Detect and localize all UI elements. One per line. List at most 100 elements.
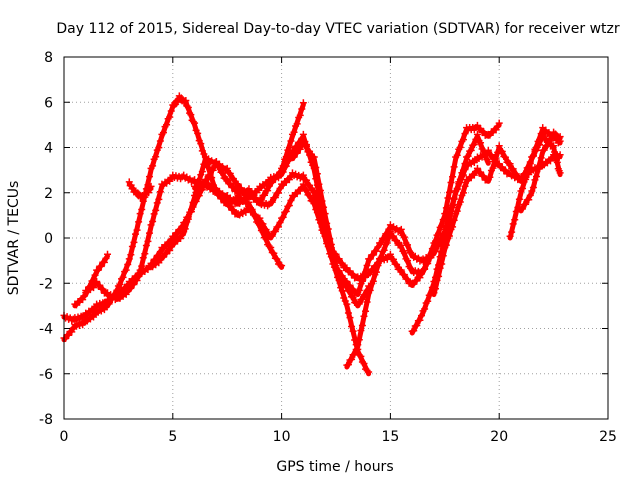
- data-point-marker: [487, 151, 495, 159]
- data-point-marker: [461, 165, 469, 173]
- data-point-marker: [102, 254, 110, 262]
- data-point-marker: [268, 248, 276, 256]
- x-tick-label: 0: [60, 429, 69, 445]
- data-point-marker: [274, 189, 282, 197]
- data-point-marker: [226, 169, 234, 177]
- data-point-marker: [208, 183, 216, 191]
- data-point-marker: [495, 142, 503, 150]
- data-point-marker: [80, 292, 88, 300]
- data-point-marker: [304, 191, 312, 199]
- data-point-marker: [463, 153, 471, 161]
- data-point-marker: [438, 260, 446, 268]
- data-point-marker: [400, 249, 408, 257]
- data-point-marker: [480, 172, 488, 180]
- data-point-marker: [355, 286, 363, 294]
- data-point-marker: [416, 316, 424, 324]
- grid-lines: [64, 57, 608, 419]
- series-sat-k: [517, 128, 564, 214]
- data-point-marker: [229, 183, 237, 191]
- data-point-marker: [149, 217, 157, 225]
- data-point-marker: [533, 172, 541, 180]
- data-point-marker: [313, 209, 321, 217]
- data-point-marker: [245, 185, 253, 193]
- data-point-marker: [152, 153, 160, 161]
- data-point-marker: [397, 241, 405, 249]
- data-point-marker: [473, 121, 481, 129]
- data-point-marker: [351, 299, 359, 307]
- data-point-marker: [88, 277, 96, 285]
- data-point-marker: [477, 125, 485, 133]
- data-point-marker: [536, 136, 544, 144]
- data-point-marker: [376, 255, 384, 263]
- series-sat-c: [82, 130, 373, 309]
- x-axis-label: GPS time / hours: [276, 459, 393, 475]
- data-point-marker: [360, 312, 368, 320]
- data-point-marker: [390, 255, 398, 263]
- data-point-marker: [217, 168, 225, 176]
- data-point-marker: [385, 233, 393, 241]
- data-point-marker: [302, 142, 310, 150]
- data-point-marker: [167, 107, 175, 115]
- data-point-marker: [551, 150, 559, 158]
- data-point-marker: [546, 137, 554, 145]
- data-point-marker: [444, 194, 452, 202]
- data-point-marker: [497, 147, 505, 155]
- data-point-marker: [509, 220, 517, 228]
- data-point-marker: [522, 175, 530, 183]
- data-point-marker: [383, 239, 391, 247]
- data-point-marker: [155, 195, 163, 203]
- data-point-marker: [229, 175, 237, 183]
- data-point-marker: [156, 188, 164, 196]
- data-point-marker: [338, 272, 346, 280]
- data-point-marker: [91, 271, 99, 279]
- y-axis-label: SDTVAR / TECUs: [6, 181, 22, 296]
- data-point-marker: [220, 174, 228, 182]
- data-point-marker: [338, 259, 346, 267]
- data-point-marker: [152, 206, 160, 214]
- data-point-marker: [486, 173, 494, 181]
- data-point-marker: [501, 153, 509, 161]
- data-point-marker: [505, 159, 513, 167]
- data-point-marker: [223, 176, 231, 184]
- data-point-marker: [417, 312, 425, 320]
- data-point-marker: [372, 247, 380, 255]
- data-point-marker: [498, 163, 506, 171]
- data-point-marker: [512, 170, 520, 178]
- data-point-marker: [320, 203, 328, 211]
- data-point-marker: [119, 273, 127, 281]
- data-point-marker: [125, 255, 133, 263]
- series-sat-h: [408, 146, 564, 336]
- data-point-marker: [197, 171, 205, 179]
- data-point-marker: [273, 255, 281, 263]
- data-point-marker: [357, 327, 365, 335]
- series-sat-l: [71, 250, 112, 309]
- data-series-layer: [60, 92, 564, 377]
- data-point-marker: [222, 165, 230, 173]
- data-point-marker: [130, 238, 138, 246]
- data-point-marker: [410, 280, 418, 288]
- data-point-marker: [349, 294, 357, 302]
- data-point-marker: [473, 164, 481, 172]
- data-point-marker: [556, 169, 564, 177]
- data-point-marker: [447, 208, 455, 216]
- data-point-marker: [540, 146, 548, 154]
- data-point-marker: [261, 225, 269, 233]
- data-point-marker: [90, 276, 98, 284]
- data-point-marker: [455, 180, 463, 188]
- data-point-marker: [397, 225, 405, 233]
- data-point-marker: [298, 173, 306, 181]
- data-point-marker: [264, 180, 272, 188]
- data-point-marker: [212, 187, 220, 195]
- y-tick-label: -6: [39, 367, 53, 383]
- data-point-marker: [349, 327, 357, 335]
- data-point-marker: [464, 152, 472, 160]
- data-point-marker: [330, 256, 338, 264]
- data-point-marker: [348, 293, 356, 301]
- data-point-marker: [393, 237, 401, 245]
- data-point-marker: [382, 241, 390, 249]
- data-point-marker: [363, 261, 371, 269]
- data-point-marker: [522, 200, 530, 208]
- data-point-marker: [346, 267, 354, 275]
- data-point-marker: [315, 180, 323, 188]
- data-point-marker: [274, 260, 282, 268]
